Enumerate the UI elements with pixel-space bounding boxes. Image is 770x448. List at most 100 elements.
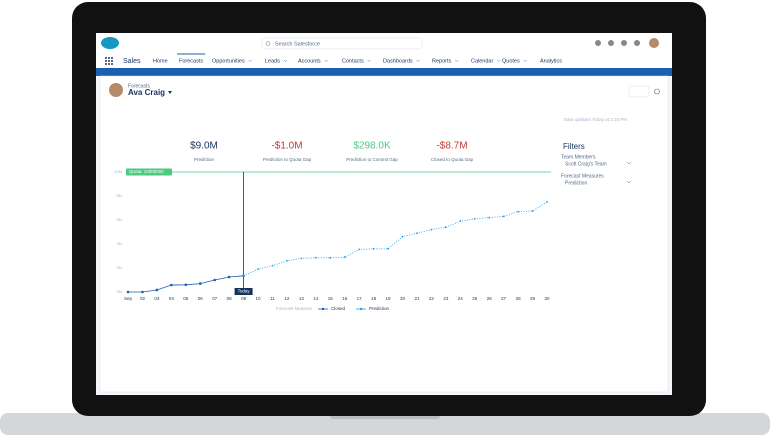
x-tick-label: 25 <box>472 296 478 301</box>
data-point <box>300 257 303 260</box>
today-badge <box>234 288 253 295</box>
kpi-label: Prediction to Quota Gap <box>263 157 312 162</box>
x-tick-label: 05 <box>183 296 189 301</box>
nav-item[interactable]: Analytics <box>540 58 562 64</box>
x-tick-label: 02 <box>140 296 146 301</box>
nav-chevron[interactable] <box>416 59 420 62</box>
nav-item[interactable]: Calendar <box>471 58 493 64</box>
data-point <box>170 283 173 287</box>
search-placeholder[interactable]: Search Salesforce <box>275 41 320 47</box>
x-tick-label: 24 <box>458 296 464 301</box>
chart-toggle[interactable] <box>628 85 650 98</box>
x-tick-label: 10 <box>256 296 262 301</box>
x-tick-label: 22 <box>429 296 435 301</box>
nav-chevron[interactable] <box>523 59 527 62</box>
icon-add[interactable] <box>595 40 601 46</box>
x-tick-label: 23 <box>443 296 449 301</box>
x-tick-label: 07 <box>212 296 218 301</box>
dropdown-icon[interactable] <box>626 180 632 184</box>
icon-help[interactable] <box>608 40 614 46</box>
nav-items: Home Forecasts Opportunities Leads Accounts C… <box>153 53 562 64</box>
dropdown-icon[interactable] <box>626 161 632 165</box>
laptop-base <box>0 413 770 435</box>
y-tick-label: 4M <box>116 241 122 246</box>
x-tick-label: 18 <box>371 296 377 301</box>
data-point <box>430 228 433 231</box>
user-avatar <box>109 83 123 97</box>
y-tick-label: 2M <box>116 265 122 270</box>
data-updated: Data updated Today at 2:15 PM <box>564 117 627 122</box>
nav-item[interactable]: Home <box>153 58 168 64</box>
data-point <box>444 226 447 229</box>
search-box[interactable] <box>261 37 423 50</box>
data-point <box>126 290 130 294</box>
x-tick-label: 06 <box>198 296 204 301</box>
data-point <box>257 268 259 271</box>
quota-badge <box>126 168 172 176</box>
nav-chevron[interactable] <box>497 59 501 62</box>
legend-label: Closed <box>331 306 346 311</box>
data-point <box>271 264 274 267</box>
legend-title: Forecast Measure <box>276 306 313 311</box>
x-tick-label: 11 <box>270 296 275 301</box>
nav-item[interactable]: Accounts <box>298 58 321 64</box>
data-point <box>213 278 216 282</box>
x-tick-label: 29 <box>530 296 536 301</box>
data-point <box>343 256 346 259</box>
x-tick-label: 20 <box>400 296 406 301</box>
icon-setup[interactable] <box>621 40 627 46</box>
kpi-label: Closed to Quota Gap <box>431 157 474 162</box>
object-label: Forecasts <box>128 83 150 89</box>
legend-marker <box>321 307 325 311</box>
kpi-label: Prediction <box>194 157 215 162</box>
y-tick-label: 8M <box>116 193 122 198</box>
logo <box>101 37 119 49</box>
refresh[interactable] <box>654 88 660 95</box>
nav-item[interactable]: Leads <box>265 58 280 64</box>
data-point <box>546 201 548 203</box>
kpi-value: -$1.0M <box>271 141 302 152</box>
today-label: Today <box>238 289 251 294</box>
x-tick-label: Sep <box>124 296 133 301</box>
nav-chevron[interactable] <box>455 59 459 62</box>
icon-bell[interactable] <box>634 40 640 46</box>
user-name[interactable]: Ava Craig <box>128 88 165 97</box>
filter-value[interactable]: Scott Craig's Team <box>565 161 607 167</box>
nav-chevron[interactable] <box>367 59 371 62</box>
nav-item[interactable]: Reports <box>432 58 452 64</box>
x-tick-label: 17 <box>357 296 363 301</box>
data-point <box>141 290 144 294</box>
nav-item[interactable]: Dashboards <box>383 58 413 64</box>
app-launcher[interactable] <box>105 57 113 65</box>
search-icon <box>265 41 271 46</box>
data-point <box>329 256 332 259</box>
nav-item[interactable]: Forecasts <box>179 58 203 64</box>
y-tick-label: 10M <box>114 169 122 174</box>
user-menu[interactable] <box>168 91 172 94</box>
nav-chevron[interactable] <box>283 59 288 62</box>
nav-bar <box>96 53 672 68</box>
data-point <box>502 215 505 218</box>
nav-item[interactable]: Opportunities <box>212 58 245 64</box>
x-tick-label: 16 <box>342 296 348 301</box>
data-point <box>372 247 375 250</box>
nav-item[interactable]: Contacts <box>342 58 364 64</box>
nav-chevron[interactable] <box>248 59 252 62</box>
brand-band <box>96 68 672 76</box>
data-point <box>488 216 491 219</box>
data-point <box>286 259 288 262</box>
nav-chevron[interactable] <box>324 59 328 62</box>
kpi-value: $298.0K <box>353 141 391 152</box>
avatar[interactable] <box>649 38 659 48</box>
nav-item[interactable]: Quotes <box>502 58 520 64</box>
x-tick-label: 26 <box>487 296 493 301</box>
header-icons <box>595 38 659 48</box>
filter-value[interactable]: Prediction <box>565 180 587 186</box>
x-tick-label: 09 <box>241 296 247 301</box>
data-point <box>401 235 404 238</box>
kpi-label: Prediction to Commit Gap <box>346 157 398 162</box>
data-point <box>227 275 231 279</box>
data-point <box>242 274 245 277</box>
